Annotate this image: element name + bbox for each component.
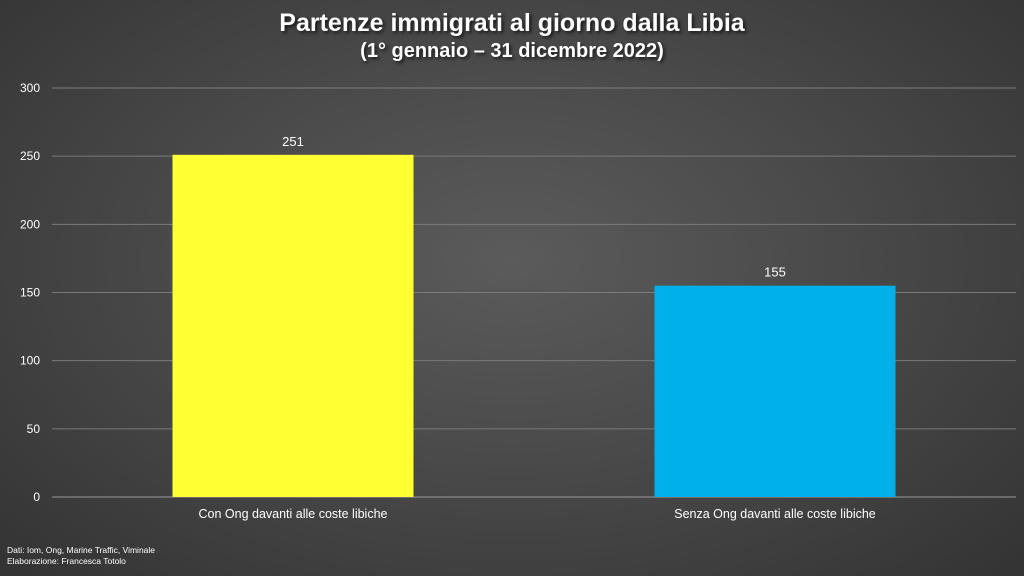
bar bbox=[654, 285, 896, 497]
chart-subtitle: (1° gennaio – 31 dicembre 2022) bbox=[360, 40, 664, 62]
y-axis-ticks: 0 50 100 150 200 250 300 bbox=[20, 81, 40, 504]
y-tick-label: 150 bbox=[20, 286, 40, 300]
y-tick-label: 200 bbox=[20, 217, 40, 231]
y-tick-label: 300 bbox=[20, 81, 40, 95]
y-tick-label: 100 bbox=[20, 354, 40, 368]
bars bbox=[172, 154, 896, 497]
bar bbox=[172, 154, 414, 497]
data-label: 155 bbox=[764, 265, 786, 280]
source-line-data: Dati: Iom, Ong, Marine Traffic, Viminale bbox=[7, 545, 156, 555]
x-tick-label: Senza Ong davanti alle coste libiche bbox=[674, 507, 876, 521]
data-labels: 251 155 bbox=[282, 134, 786, 280]
chart-title: Partenze immigrati al giorno dalla Libia bbox=[279, 9, 745, 37]
source-line-author: Elaborazione: Francesca Totolo bbox=[7, 556, 126, 566]
y-tick-label: 250 bbox=[20, 149, 40, 163]
y-tick-label: 0 bbox=[33, 490, 40, 504]
x-axis-labels: Con Ong davanti alle coste libiche Senza … bbox=[198, 507, 875, 521]
data-label: 251 bbox=[282, 134, 304, 149]
y-tick-label: 50 bbox=[27, 422, 41, 436]
x-tick-label: Con Ong davanti alle coste libiche bbox=[198, 507, 387, 521]
source-note: Dati: Iom, Ong, Marine Traffic, Viminale… bbox=[7, 545, 155, 567]
